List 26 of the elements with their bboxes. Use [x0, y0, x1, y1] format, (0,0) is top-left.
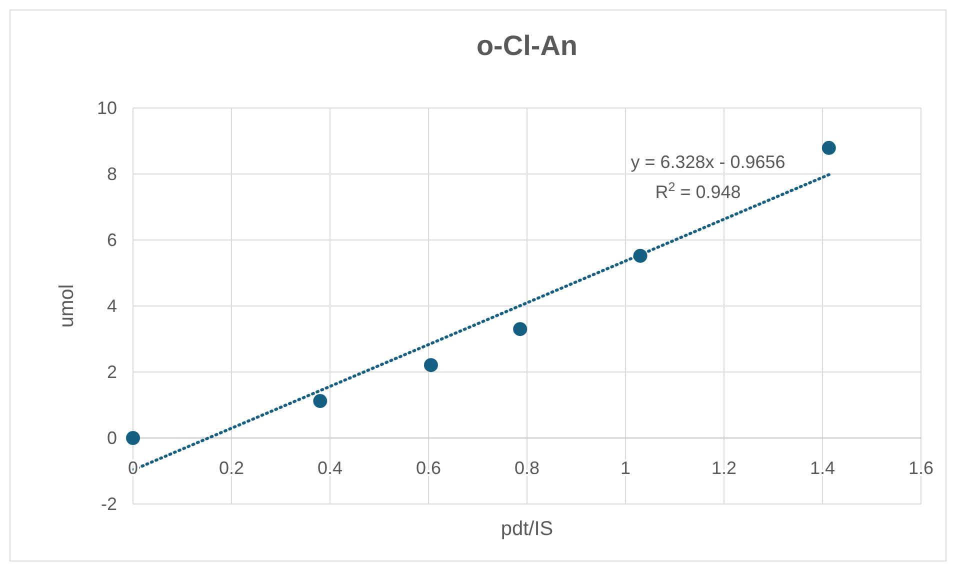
- y-tick-label: 2: [106, 362, 117, 382]
- x-tick-label: 1.2: [711, 458, 737, 478]
- chart-title: o-Cl-An: [476, 30, 578, 61]
- point: [424, 358, 438, 372]
- y-tick-label: 0: [106, 428, 117, 448]
- annotation: y = 6.328x - 0.9656: [630, 152, 786, 172]
- x-tick-label: 0.6: [416, 458, 442, 478]
- y-axis-title: umol: [56, 284, 78, 328]
- x-tick-label: 1.6: [908, 458, 934, 478]
- y-tick-label: 10: [96, 98, 117, 118]
- y-tick-label: 8: [106, 164, 117, 184]
- x-tick-label: 1: [620, 458, 631, 478]
- x-axis-title: pdt/IS: [500, 518, 554, 540]
- x-tick-label: 0.8: [514, 458, 540, 478]
- x-tick-label: 0.2: [218, 458, 244, 478]
- x-tick-label: 0.4: [317, 458, 343, 478]
- point: [126, 431, 140, 445]
- point: [633, 248, 648, 263]
- y-tick-label: 6: [106, 230, 117, 250]
- y-tick-label: -2: [100, 494, 117, 514]
- point: [513, 322, 528, 336]
- annotation: R$^{2}$ = 0.948: [655, 180, 741, 202]
- y-tick-label: 4: [106, 296, 117, 316]
- point: [822, 140, 836, 155]
- point: [313, 394, 328, 408]
- x-tick-label: 1.4: [810, 458, 836, 478]
